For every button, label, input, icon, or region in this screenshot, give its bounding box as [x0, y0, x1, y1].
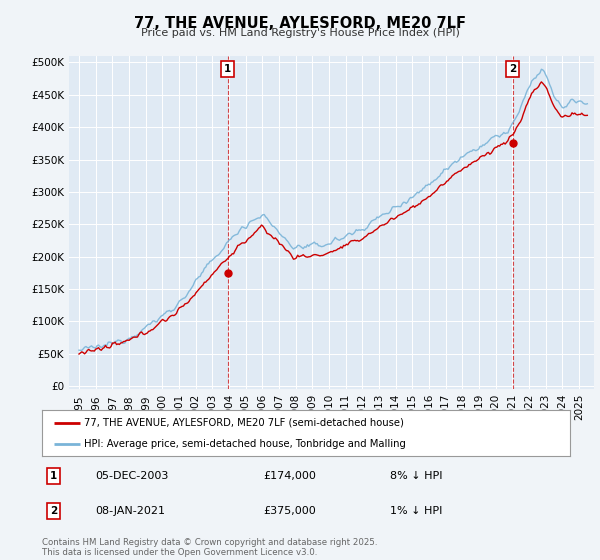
Text: £174,000: £174,000 [264, 471, 317, 481]
Text: 2: 2 [509, 64, 517, 74]
Text: 08-JAN-2021: 08-JAN-2021 [95, 506, 165, 516]
Text: Price paid vs. HM Land Registry's House Price Index (HPI): Price paid vs. HM Land Registry's House … [140, 28, 460, 38]
Text: 1% ↓ HPI: 1% ↓ HPI [391, 506, 443, 516]
Text: 05-DEC-2003: 05-DEC-2003 [95, 471, 168, 481]
Text: Contains HM Land Registry data © Crown copyright and database right 2025.
This d: Contains HM Land Registry data © Crown c… [42, 538, 377, 557]
Text: 2: 2 [50, 506, 57, 516]
Text: 8% ↓ HPI: 8% ↓ HPI [391, 471, 443, 481]
Text: £375,000: £375,000 [264, 506, 317, 516]
Text: 77, THE AVENUE, AYLESFORD, ME20 7LF: 77, THE AVENUE, AYLESFORD, ME20 7LF [134, 16, 466, 31]
Text: 1: 1 [224, 64, 231, 74]
Text: 1: 1 [50, 471, 57, 481]
Text: HPI: Average price, semi-detached house, Tonbridge and Malling: HPI: Average price, semi-detached house,… [84, 439, 406, 449]
Text: 77, THE AVENUE, AYLESFORD, ME20 7LF (semi-detached house): 77, THE AVENUE, AYLESFORD, ME20 7LF (sem… [84, 418, 404, 428]
